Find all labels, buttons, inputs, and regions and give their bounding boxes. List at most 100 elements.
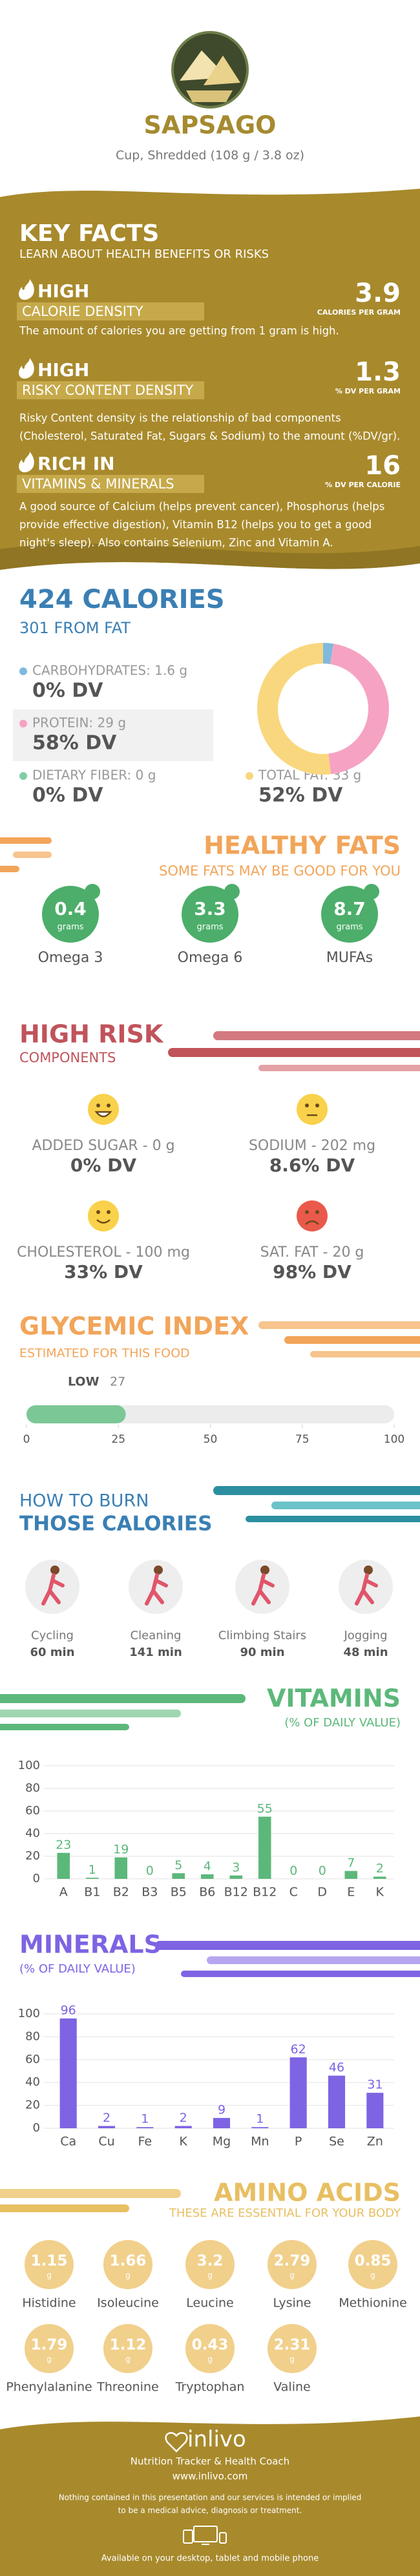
amino-unit: g <box>289 2355 295 2364</box>
x-tick-label: D <box>317 1885 327 1900</box>
y-tick-label: 100 <box>18 1759 40 1772</box>
fat-circle <box>42 886 99 943</box>
activity-time: 48 min <box>343 1646 388 1659</box>
amino-name: Leucine <box>186 2296 233 2310</box>
x-tick-label: B3 <box>142 1885 158 1900</box>
highlight-box <box>13 709 213 761</box>
emoji-eye <box>315 1210 319 1214</box>
emoji-eye <box>96 1104 100 1107</box>
fat-dot <box>224 884 240 899</box>
url: www.inlivo.com <box>173 2471 248 2482</box>
flame-icon <box>19 452 34 472</box>
emoji-eye <box>315 1104 319 1107</box>
activity-icon <box>25 1560 79 1614</box>
healthy-fats-subtitle: SOME FATS MAY BE GOOD FOR YOU <box>159 863 401 879</box>
y-tick-label: 80 <box>25 1781 40 1795</box>
fat-dot <box>364 884 379 899</box>
fat-unit: grams <box>337 923 363 932</box>
amino-value: 0.43 <box>192 2337 229 2354</box>
y-tick-label: 40 <box>25 1827 40 1840</box>
decor <box>258 1321 420 1357</box>
fat-unit: grams <box>58 923 84 932</box>
value-label: 9 <box>218 2103 226 2117</box>
amino-circle <box>268 2324 317 2373</box>
available: Available on your desktop, tablet and mo… <box>101 2554 319 2564</box>
emoji <box>297 1094 328 1125</box>
gi-tick-label: 100 <box>384 1433 404 1446</box>
bar <box>328 2075 346 2128</box>
fact-value: 16 <box>364 451 401 481</box>
decor <box>213 1486 420 1522</box>
subtitle: Cup, Shredded (108 g / 3.8 oz) <box>116 149 304 163</box>
emoji-face <box>88 1094 119 1125</box>
tagline: Nutrition Tracker & Health Coach <box>131 2456 289 2467</box>
amino-unit: g <box>370 2271 375 2280</box>
x-tick-label: K <box>376 1885 384 1900</box>
gi-tick-label: 75 <box>295 1433 310 1446</box>
x-tick-label: Se <box>329 2135 344 2149</box>
nutrient-label: PROTEIN: 29 g <box>32 715 126 731</box>
emoji-mouth <box>305 1220 319 1225</box>
y-tick-label: 60 <box>25 1804 40 1817</box>
calories-subtitle: 301 FROM FAT <box>19 619 131 637</box>
amino-value: 2.31 <box>274 2337 311 2354</box>
value-label: 2 <box>103 2111 110 2125</box>
amino-circle <box>348 2240 397 2289</box>
amino-value: 1.79 <box>31 2337 68 2354</box>
amino-circle <box>185 2324 235 2373</box>
activity-time: 60 min <box>30 1646 74 1659</box>
amino-name: Threonine <box>96 2380 158 2394</box>
amino-value: 1.66 <box>110 2253 147 2270</box>
nutrient-dv: 58% DV <box>32 732 117 755</box>
emoji <box>297 1200 328 1231</box>
value-label: 0 <box>289 1864 297 1878</box>
y-tick-label: 0 <box>33 1872 40 1885</box>
risk-label: SODIUM - 202 mg <box>249 1138 375 1154</box>
band-wave <box>0 543 420 570</box>
fact-strip <box>17 302 204 320</box>
value-label: 31 <box>367 2078 383 2092</box>
amino-name: Valine <box>273 2380 310 2394</box>
bar <box>344 1870 358 1879</box>
activity-icon <box>339 1560 393 1614</box>
y-tick-label: 80 <box>25 2029 40 2043</box>
fact-description: A good source of Calcium (helps prevent … <box>19 501 384 513</box>
key-facts-title: KEY FACTS <box>19 220 159 247</box>
amino-value: 0.85 <box>355 2253 392 2270</box>
icon-body <box>145 1573 168 1606</box>
bar <box>172 1873 185 1879</box>
value-label: 1 <box>89 1863 96 1877</box>
fact-level: RICH IN <box>37 453 115 474</box>
glycemic-subtitle: ESTIMATED FOR THIS FOOD <box>19 1346 190 1361</box>
emoji-face <box>297 1094 328 1125</box>
value-label: 55 <box>257 1801 273 1816</box>
gi-tick-label: 0 <box>23 1433 30 1446</box>
amino-unit: g <box>289 2271 295 2280</box>
donut-segment <box>328 644 390 775</box>
value-label: 5 <box>174 1858 182 1872</box>
value-label: 23 <box>56 1838 71 1852</box>
x-tick-label: Mn <box>251 2135 269 2149</box>
risk-dv: 8.6% DV <box>269 1155 355 1176</box>
fact-description: The amount of calories you are getting f… <box>19 325 339 337</box>
risk-dv: 0% DV <box>70 1155 137 1176</box>
x-tick-label: B12 <box>253 1885 277 1900</box>
activity-time: 141 min <box>129 1646 182 1659</box>
amino-circle <box>25 2324 74 2373</box>
value-label: 4 <box>204 1859 211 1874</box>
fact-unit: CALORIES PER GRAM <box>317 308 401 317</box>
amino-unit: g <box>125 2355 131 2364</box>
amino-subtitle: THESE ARE ESSENTIAL FOR YOUR BODY <box>169 2206 401 2220</box>
value-label: 2 <box>376 1861 384 1876</box>
icon-head <box>260 1565 269 1575</box>
high-risk-subtitle: COMPONENTS <box>19 1050 116 1065</box>
fat-name: MUFAs <box>326 950 373 966</box>
nutrient-dv: 52% DV <box>258 784 343 807</box>
amino-circle <box>185 2240 235 2289</box>
gi-level: LOW <box>68 1375 100 1389</box>
risk-label: ADDED SUGAR - 0 g <box>32 1138 174 1154</box>
x-tick-label: B2 <box>113 1885 129 1900</box>
y-tick-label: 40 <box>25 2075 40 2089</box>
